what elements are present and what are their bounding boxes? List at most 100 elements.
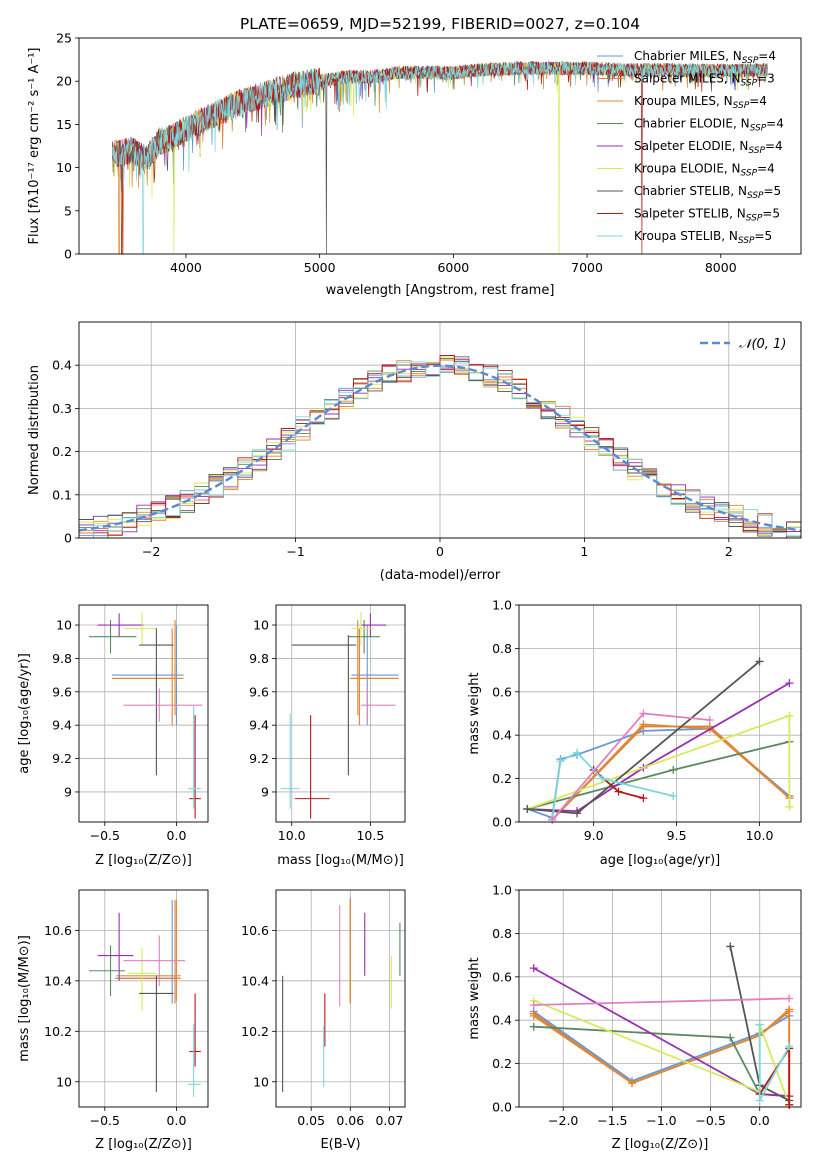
legend-text: Kroupa STELIB, N xyxy=(634,229,738,243)
spectrum-line xyxy=(112,60,768,254)
y-tick-label: 9.4 xyxy=(249,718,269,733)
y-tick-label: 0.2 xyxy=(52,444,72,459)
y-tick-label: 10 xyxy=(253,1074,269,1089)
y-axis-label: Flux [fλ10⁻¹⁷ erg cm⁻² s⁻¹ A⁻¹] xyxy=(27,48,42,245)
y-tick-label: 10.6 xyxy=(44,923,72,938)
x-tick-label: 0.06 xyxy=(336,1113,364,1128)
y-tick-label: 9 xyxy=(261,784,269,799)
x-tick-label: 9.5 xyxy=(667,828,687,843)
marker-plus xyxy=(573,809,582,818)
x-axis-label: wavelength [Angstrom, rest frame] xyxy=(326,283,555,298)
marker-plus xyxy=(614,787,623,796)
x-tick-label: 0.07 xyxy=(375,1113,403,1128)
marker-plus xyxy=(529,964,538,973)
legend-text: Salpeter STELIB, N xyxy=(634,207,746,221)
legend-entry: Salpeter ELODIE, NSSP=4 xyxy=(634,139,783,156)
marker-plus xyxy=(639,709,648,718)
legend-subscript: SSP xyxy=(741,79,758,89)
legend-entry: Kroupa ELODIE, NSSP=4 xyxy=(634,162,775,179)
legend-suffix: =5 xyxy=(754,229,772,243)
y-tick-label: 10.2 xyxy=(44,1024,72,1039)
legend-suffix: =5 xyxy=(764,184,782,198)
error-bar-point xyxy=(348,620,380,654)
marker-plus xyxy=(627,1079,636,1088)
x-axis-label: mass [log₁₀(M/M⊙)] xyxy=(277,853,404,868)
legend-subscript: SSP xyxy=(748,146,765,156)
marker-plus xyxy=(705,716,714,725)
legend-text: Salpeter ELODIE, N xyxy=(634,139,748,153)
marker-plus xyxy=(785,711,794,720)
spectrum-panel: 4000 5000 6000 7000 8000 0 5 10 15 20 25 wavelength… xyxy=(27,31,802,298)
mass-weight-vs-metallicity-panel: −2.0 −1.5 −1.0 −0.5 0.0 0.0 0.2 0.4 0.6 0.8 1.0 Z [… xyxy=(467,883,802,1152)
marker-plus xyxy=(639,794,648,803)
mass-weight-vs-age-panel: 9.0 9.5 10.0 0.0 0.2 0.4 0.6 0.8 1.0 age [log₁₀(a… xyxy=(467,598,802,868)
x-tick-label: 1 xyxy=(580,544,588,559)
legend-suffix: =4 xyxy=(765,139,783,153)
y-tick-label: 9.2 xyxy=(249,751,269,766)
x-tick-label: 0.0 xyxy=(750,1113,770,1128)
y-axis-label: age [log₁₀(age/yr)] xyxy=(17,653,32,774)
histogram-step xyxy=(79,355,801,538)
error-bar-point xyxy=(139,975,174,1092)
x-tick-label: 6000 xyxy=(437,260,469,275)
x-axis-label: age [log₁₀(age/yr)] xyxy=(600,853,721,868)
error-bar-point xyxy=(280,713,300,809)
axes-frame xyxy=(518,604,802,823)
legend-entry: Salpeter MILES, NSSP=3 xyxy=(634,72,775,89)
y-tick-label: 0.4 xyxy=(52,358,72,373)
x-tick-label: −1 xyxy=(286,544,304,559)
error-bar-point xyxy=(187,705,201,809)
axes-frame xyxy=(518,889,802,1108)
error-bar-point xyxy=(351,628,399,726)
x-tick-label: 8000 xyxy=(705,260,737,275)
error-bar-point xyxy=(111,625,184,726)
error-bar-point xyxy=(360,613,387,637)
figure-title: PLATE=0659, MJD=52199, FIBERID=0027, z=0… xyxy=(240,15,640,33)
y-tick-label: 10 xyxy=(253,618,269,633)
axes-frame xyxy=(78,604,209,823)
y-tick-label: 0.0 xyxy=(492,815,512,830)
error-bar-point xyxy=(360,688,396,722)
error-bar-point xyxy=(123,935,186,986)
error-bar-point xyxy=(89,620,137,654)
error-bar-point xyxy=(117,620,184,716)
y-tick-label: 10 xyxy=(56,160,72,175)
y-tick-label: 0.6 xyxy=(492,684,512,699)
histogram-step xyxy=(79,361,801,538)
y-tick-label: 0.0 xyxy=(492,1100,512,1115)
mass-weight-line xyxy=(551,723,790,821)
marker-plus xyxy=(548,815,557,824)
marker-plus xyxy=(785,994,794,1003)
y-tick-label: 0 xyxy=(64,247,72,262)
error-bar-point xyxy=(97,912,134,981)
y-tick-label: 1.0 xyxy=(492,598,512,613)
marker-plus xyxy=(529,1011,538,1020)
x-axis-label: Z [log₁₀(Z/Z⊙)] xyxy=(95,853,192,868)
y-tick-label: 9 xyxy=(64,784,72,799)
x-axis-label: (data-model)/error xyxy=(380,568,501,583)
mass-weight-line xyxy=(533,997,790,1006)
legend-entry: Kroupa MILES, NSSP=4 xyxy=(634,94,767,111)
marker-plus xyxy=(597,774,606,783)
x-tick-label: 0.0 xyxy=(167,1113,187,1128)
legend-suffix: =4 xyxy=(757,162,775,176)
mass-weight-line xyxy=(527,660,761,815)
spectrum-line xyxy=(112,60,768,254)
marker-plus xyxy=(726,942,735,951)
legend-entry: Kroupa STELIB, NSSP=5 xyxy=(634,229,772,246)
residual-histogram-panel: −2 −1 0 1 2 0 0.1 0.2 0.3 0.4 (data-model)/error No… xyxy=(27,321,802,583)
y-tick-label: 0.6 xyxy=(492,969,512,984)
error-bar-point xyxy=(189,715,201,819)
axes-frame xyxy=(78,37,802,255)
mass-vs-metallicity-panel: −0.5 0.0 10 10.2 10.4 10.6 Z [log₁₀(Z/Z⊙)] mass… xyxy=(17,889,209,1152)
legend-text: Chabrier MILES, N xyxy=(634,49,742,63)
marker-plus xyxy=(785,1042,794,1051)
y-tick-label: 9.4 xyxy=(52,718,72,733)
error-bar-point xyxy=(351,625,399,726)
legend-text: Kroupa ELODIE, N xyxy=(634,162,741,176)
x-tick-label: 10.0 xyxy=(746,828,774,843)
y-tick-label: 0.4 xyxy=(492,1013,512,1028)
error-bar-point xyxy=(111,628,183,726)
axes-frame xyxy=(78,321,802,539)
